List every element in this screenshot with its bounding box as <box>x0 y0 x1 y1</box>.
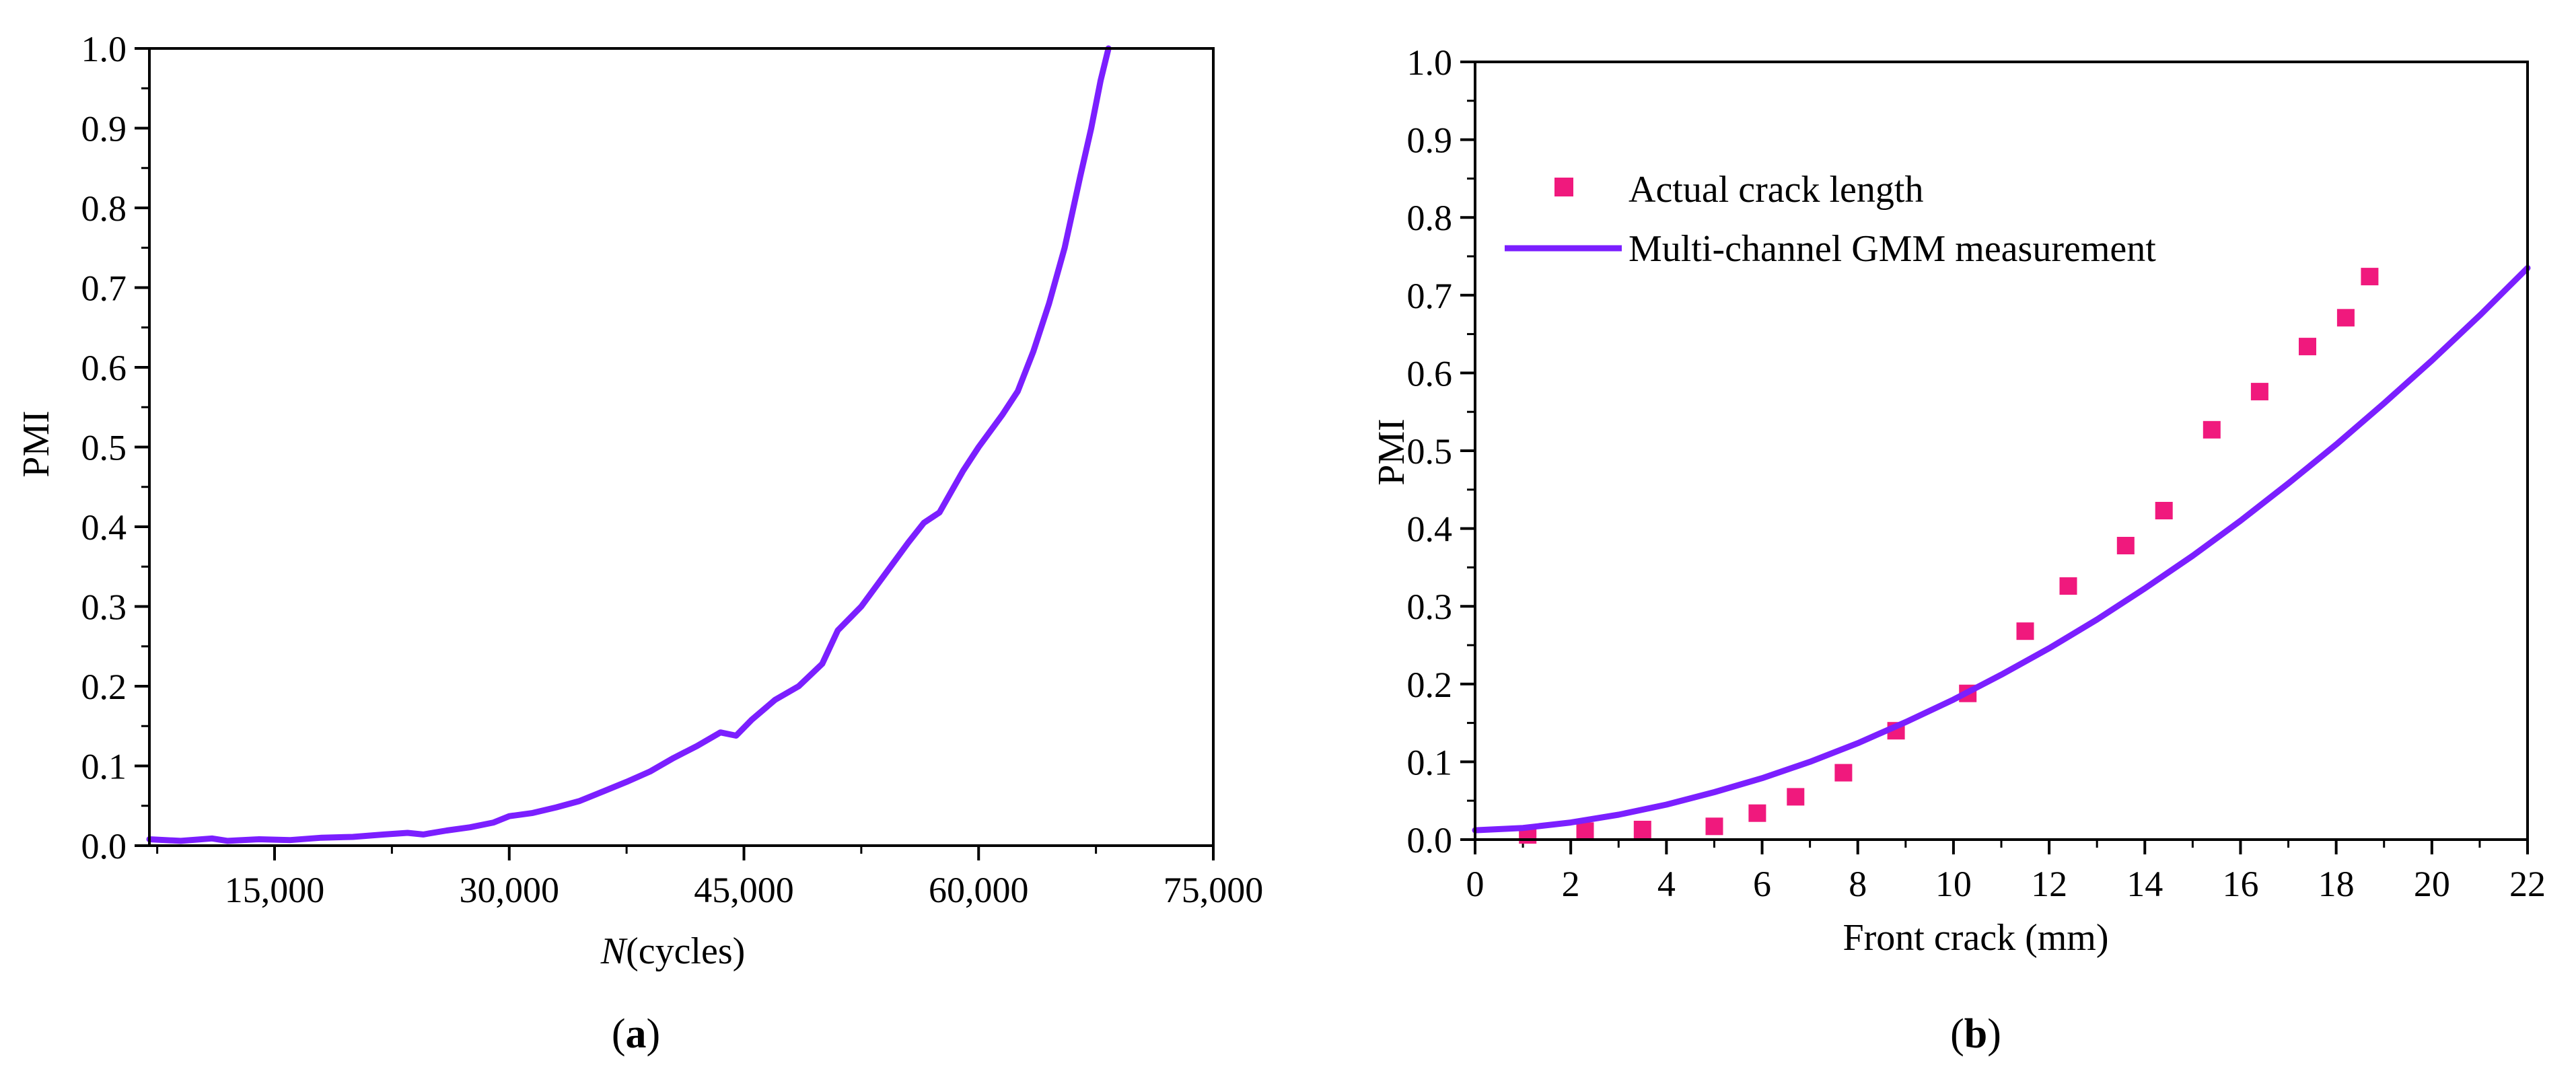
y-tick-label: 0.5 <box>81 428 127 468</box>
x-tick-label: 18 <box>2318 864 2355 904</box>
chart-a-x-axis-title-rest: (cycles) <box>626 930 745 972</box>
y-tick-label: 0.0 <box>1407 820 1453 860</box>
x-tick-label: 60,000 <box>929 870 1029 910</box>
x-tick-label: 75,000 <box>1164 870 1264 910</box>
scatter-point <box>1748 804 1766 822</box>
x-tick-label: 16 <box>2222 864 2258 904</box>
chart-b-legend: Actual crack length Multi-channel GMM me… <box>1505 169 2156 270</box>
chart-a-y-ticks: 0.0 0.1 0.2 0.3 0.4 0.5 0.6 0.7 0.8 0.9 1.0 <box>81 29 149 867</box>
chart-a-plot-frame <box>148 47 1215 847</box>
caption-a: (a) <box>612 1011 660 1057</box>
series-line <box>1472 264 2531 834</box>
x-tick-label: 2 <box>1562 864 1580 904</box>
scatter-point <box>1787 788 1805 806</box>
x-tick-label: 8 <box>1849 864 1867 904</box>
chart-a: 0.0 0.1 0.2 0.3 0.4 0.5 0.6 0.7 0.8 0.9 1.0 15,000… <box>15 29 1263 1057</box>
legend-label-actual-crack-length: Actual crack length <box>1629 169 1923 211</box>
caption-a-letter: a <box>626 1011 647 1057</box>
y-tick-label: 0.8 <box>81 188 127 229</box>
x-tick-label: 14 <box>2126 864 2163 904</box>
legend-label-multi-channel-gmm: Multi-channel GMM measurement <box>1629 228 2156 270</box>
x-tick-label: 10 <box>1935 864 1972 904</box>
x-tick-label: 6 <box>1753 864 1771 904</box>
y-tick-label: 0.3 <box>81 587 127 628</box>
scatter-point <box>2250 383 2268 401</box>
caption-a-open: ( <box>612 1011 626 1057</box>
chart-b-series <box>1472 264 2531 844</box>
y-tick-label: 0.2 <box>1407 665 1453 705</box>
scatter-point <box>2361 268 2379 286</box>
y-tick-label: 0.8 <box>1407 198 1453 238</box>
y-tick-label: 0.2 <box>81 667 127 707</box>
x-tick-label: 15,000 <box>225 870 325 910</box>
x-tick-label: 20 <box>2414 864 2450 904</box>
y-tick-label: 0.5 <box>1407 431 1453 472</box>
scatter-point <box>2299 338 2316 356</box>
scatter-point <box>2203 420 2221 439</box>
chart-a-y-axis-title: PMI <box>15 410 57 478</box>
caption-b-open: ( <box>1950 1011 1964 1057</box>
x-tick-label: 12 <box>2031 864 2067 904</box>
caption-a-close: ) <box>647 1011 661 1057</box>
chart-a-x-axis-title-italic: N <box>600 930 628 972</box>
scatter-point <box>2016 622 2034 640</box>
series-line <box>146 45 1112 844</box>
chart-b-y-ticks: 0.0 0.1 0.2 0.3 0.4 0.5 0.6 0.7 0.8 0.9 1.0 <box>1407 42 1475 860</box>
chart-b-y-axis-title: PMI <box>1371 418 1412 486</box>
chart-a-x-axis-title: N(cycles) <box>600 930 746 972</box>
y-tick-label: 0.6 <box>81 348 127 388</box>
caption-b-close: ) <box>1987 1011 2001 1057</box>
scatter-point <box>2059 577 2077 595</box>
caption-b-letter: b <box>1964 1011 1987 1057</box>
x-tick-label: 0 <box>1466 864 1484 904</box>
chart-a-x-ticks: 15,000 30,000 45,000 60,000 75,000 <box>156 846 1264 910</box>
y-tick-label: 0.9 <box>1407 120 1453 161</box>
y-tick-label: 0.1 <box>1407 742 1453 782</box>
y-tick-label: 0.6 <box>1407 353 1453 394</box>
y-tick-label: 1.0 <box>81 29 127 69</box>
scatter-point <box>1834 764 1853 782</box>
chart-a-series <box>146 45 1112 844</box>
y-tick-label: 0.1 <box>81 747 127 787</box>
scatter-point <box>1705 817 1723 836</box>
scatter-point <box>2336 309 2355 327</box>
x-tick-label: 4 <box>1657 864 1676 904</box>
chart-b-x-ticks: 0 2 4 6 8 10 12 14 16 18 20 22 <box>1466 840 2546 904</box>
x-tick-label: 45,000 <box>694 870 794 910</box>
scatter-point <box>1576 822 1594 840</box>
y-tick-label: 1.0 <box>1407 42 1453 83</box>
y-tick-label: 0.7 <box>81 268 127 309</box>
x-tick-label: 30,000 <box>460 870 560 910</box>
chart-b: 0.0 0.1 0.2 0.3 0.4 0.5 0.6 0.7 0.8 0.9 1.0 0 2 4 6 8 1… <box>1371 42 2546 1057</box>
x-tick-label: 22 <box>2509 864 2546 904</box>
scatter-point <box>2116 537 2135 554</box>
caption-b: (b) <box>1950 1011 2001 1057</box>
chart-b-plot-frame <box>1474 61 2529 841</box>
scatter-point <box>1633 821 1651 838</box>
y-tick-label: 0.3 <box>1407 587 1453 627</box>
y-tick-label: 0.4 <box>81 507 127 548</box>
y-tick-label: 0.7 <box>1407 276 1453 316</box>
chart-b-x-axis-title: Front crack (mm) <box>1843 917 2109 959</box>
legend-marker-actual-crack-length <box>1554 178 1573 196</box>
scatter-point <box>2155 502 2173 519</box>
y-tick-label: 0.4 <box>1407 509 1453 550</box>
y-tick-label: 0.9 <box>81 109 127 149</box>
y-tick-label: 0.0 <box>81 826 127 867</box>
